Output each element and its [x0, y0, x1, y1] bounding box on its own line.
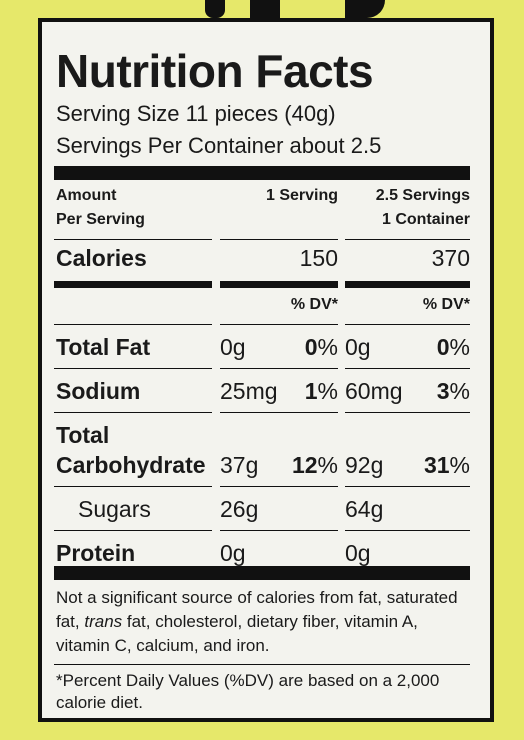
amount: 0g — [220, 334, 246, 360]
column-header: 1 Container — [381, 211, 470, 228]
nutrient-name: Sugars — [78, 496, 151, 522]
rule — [220, 324, 338, 325]
daily-value: 0% — [436, 334, 470, 360]
dv-header: % DV* — [290, 296, 338, 313]
rule — [345, 368, 470, 369]
rule — [345, 239, 470, 240]
daily-value: 31% — [423, 452, 470, 478]
amount: 0g — [345, 540, 371, 566]
rule — [345, 281, 470, 288]
calories-value: 370 — [431, 245, 470, 271]
package-art — [345, 0, 385, 18]
calories-label: Calories — [56, 245, 147, 271]
serving-size: Serving Size 11 pieces (40g) — [56, 101, 336, 126]
rule — [220, 412, 338, 413]
amount: 92g — [345, 452, 384, 478]
column-header: 1 Serving — [265, 187, 338, 204]
nutrition-label — [38, 18, 494, 722]
amount: 26g — [220, 496, 259, 522]
amount: 64g — [345, 496, 384, 522]
rule — [345, 530, 470, 531]
rule — [345, 324, 470, 325]
rule — [220, 368, 338, 369]
package-art — [205, 0, 225, 18]
rule — [54, 281, 212, 288]
rule — [220, 486, 338, 487]
rule — [54, 530, 212, 531]
rule — [54, 239, 212, 240]
footnote: *Percent Daily Values (%DV) are based on… — [56, 671, 440, 712]
rule — [54, 664, 470, 665]
column-header: Per Serving — [56, 211, 145, 228]
footnote-text: trans — [84, 612, 123, 631]
column-header: Amount — [56, 187, 117, 204]
rule — [54, 486, 212, 487]
footnote-text: Not a significant source of calories fro… — [56, 588, 458, 631]
package-art — [250, 0, 280, 18]
daily-value: 3% — [436, 378, 470, 404]
rule — [54, 412, 212, 413]
nutrient-name: Sodium — [56, 378, 141, 404]
nutrient-name: Protein — [56, 540, 136, 566]
amount: 60mg — [345, 378, 403, 404]
rule — [54, 368, 212, 369]
calories-value: 150 — [299, 245, 338, 271]
rule — [220, 530, 338, 531]
nutrient-name: Total — [56, 422, 110, 448]
amount: 37g — [220, 452, 259, 478]
rule — [220, 281, 338, 288]
title: Nutrition Facts — [56, 45, 374, 97]
rule — [54, 566, 470, 580]
dv-header: % DV* — [422, 296, 470, 313]
rule — [54, 166, 470, 180]
daily-value: 1% — [304, 378, 338, 404]
nutrient-name: Carbohydrate — [56, 452, 206, 478]
rule — [54, 324, 212, 325]
rule — [345, 412, 470, 413]
servings-per-container: Servings Per Container about 2.5 — [56, 133, 382, 158]
daily-value: 12% — [291, 452, 338, 478]
amount: 25mg — [220, 378, 278, 404]
nutrient-name: Total Fat — [56, 334, 151, 360]
column-header: 2.5 Servings — [375, 187, 470, 204]
footnote-text: fat, cholesterol, dietary fiber, vitamin… — [56, 612, 418, 655]
amount: 0g — [220, 540, 246, 566]
amount: 0g — [345, 334, 371, 360]
footnote: Not a significant source of calories fro… — [56, 586, 468, 658]
rule — [345, 486, 470, 487]
rule — [220, 239, 338, 240]
daily-value: 0% — [304, 334, 338, 360]
